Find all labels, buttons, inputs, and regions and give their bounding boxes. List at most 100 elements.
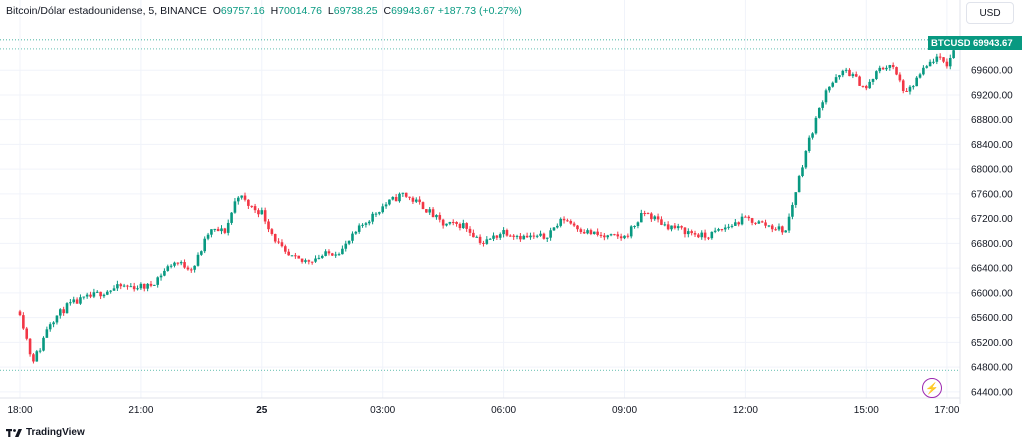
candle-body xyxy=(438,215,442,220)
candle-body xyxy=(142,283,146,289)
candle-body xyxy=(378,212,381,214)
price-tick-label: 65600.00 xyxy=(971,313,1013,324)
candle-body xyxy=(804,151,808,168)
time-tick-label: 03:00 xyxy=(370,405,395,416)
symbol-title[interactable]: Bitcoin/Dólar estadounidense, 5, BINANCE xyxy=(6,5,207,17)
candle-body xyxy=(918,74,922,78)
candle-body xyxy=(781,226,784,233)
low-value: 69738.25 xyxy=(333,5,378,17)
candle-body xyxy=(478,236,482,243)
candle-body xyxy=(915,77,918,87)
candle-body xyxy=(777,226,781,230)
candle-body xyxy=(794,192,798,205)
candle-body xyxy=(834,77,838,83)
candle-body xyxy=(458,223,462,229)
candle-body xyxy=(710,231,714,239)
candle-body xyxy=(871,78,875,82)
candle-body xyxy=(653,216,657,220)
candle-body xyxy=(475,236,479,238)
candle-body xyxy=(297,255,301,259)
candle-body xyxy=(317,257,321,259)
candle-body xyxy=(156,277,159,285)
candle-body xyxy=(717,229,720,231)
candle-body xyxy=(404,192,408,197)
candle-body xyxy=(270,229,274,234)
candle-body xyxy=(230,212,233,223)
candle-body xyxy=(320,255,324,258)
candle-body xyxy=(952,50,955,59)
candle-body xyxy=(69,302,72,304)
candle-body xyxy=(102,294,106,297)
candle-body xyxy=(881,67,885,70)
candle-body xyxy=(431,209,435,218)
time-tick-label: 09:00 xyxy=(612,405,637,416)
candle-body xyxy=(169,265,173,267)
candle-body xyxy=(394,197,398,202)
candle-body xyxy=(38,350,42,352)
change-value: +187.73 (+0.27%) xyxy=(437,5,522,17)
candle-body xyxy=(92,292,96,297)
candle-body xyxy=(223,228,227,233)
tradingview-logo[interactable]: TradingView xyxy=(6,427,85,438)
candle-body xyxy=(364,223,368,225)
candle-body xyxy=(791,204,794,217)
candle-body xyxy=(48,324,52,330)
candle-body xyxy=(304,260,307,262)
candle-body xyxy=(774,229,777,231)
price-tick-label: 69600.00 xyxy=(971,66,1013,77)
candle-body xyxy=(734,222,737,226)
candle-body xyxy=(226,222,230,233)
price-axis: 69600.00 69200.00 68800.00 68400.00 68000.00… xyxy=(959,0,1013,404)
currency-button[interactable]: USD xyxy=(966,2,1014,24)
candle-body xyxy=(945,61,949,67)
candle-body xyxy=(55,315,59,323)
candle-body xyxy=(515,235,519,237)
candle-body xyxy=(579,229,583,233)
open-label: O xyxy=(212,5,221,17)
candle-body xyxy=(398,193,401,202)
candle-body xyxy=(132,286,136,290)
candle-body xyxy=(828,86,831,91)
lightning-icon[interactable]: ⚡ xyxy=(922,378,942,398)
candle-body xyxy=(532,235,536,237)
candle-body xyxy=(22,315,25,329)
candle-body xyxy=(831,82,835,87)
candle-body xyxy=(606,235,610,238)
candle-body xyxy=(495,235,499,238)
candle-body xyxy=(294,255,297,257)
price-tick-label: 64400.00 xyxy=(971,387,1013,398)
candle-body xyxy=(18,311,22,316)
candle-body xyxy=(183,262,186,268)
candle-body xyxy=(566,220,569,222)
candle-body xyxy=(240,195,243,198)
high-value: 70014.76 xyxy=(278,5,322,17)
candle-body xyxy=(337,254,341,256)
candle-body xyxy=(908,86,912,92)
candle-body xyxy=(441,219,445,226)
candle-body xyxy=(247,199,250,206)
candle-body xyxy=(414,199,418,202)
time-tick-label: 15:00 xyxy=(854,405,879,416)
candle-body xyxy=(797,176,801,193)
candle-body xyxy=(542,233,546,239)
candle-body xyxy=(582,232,586,234)
candle-body xyxy=(895,67,898,75)
candle-body xyxy=(498,234,502,238)
candle-body xyxy=(562,218,566,221)
candle-body xyxy=(216,228,220,232)
candle-body xyxy=(99,291,102,297)
candle-body xyxy=(787,216,791,231)
candle-body xyxy=(519,235,522,240)
candle-body xyxy=(938,56,942,58)
candle-body xyxy=(324,251,327,256)
candle-body xyxy=(122,285,126,287)
candle-body xyxy=(559,218,562,226)
candle-body xyxy=(492,235,495,239)
candle-body xyxy=(623,235,626,239)
candle-body xyxy=(683,227,687,235)
candle-body xyxy=(505,230,509,236)
close-value: 69943.67 xyxy=(391,5,435,17)
time-tick-label: 21:00 xyxy=(128,405,153,416)
candle-body xyxy=(740,216,744,225)
